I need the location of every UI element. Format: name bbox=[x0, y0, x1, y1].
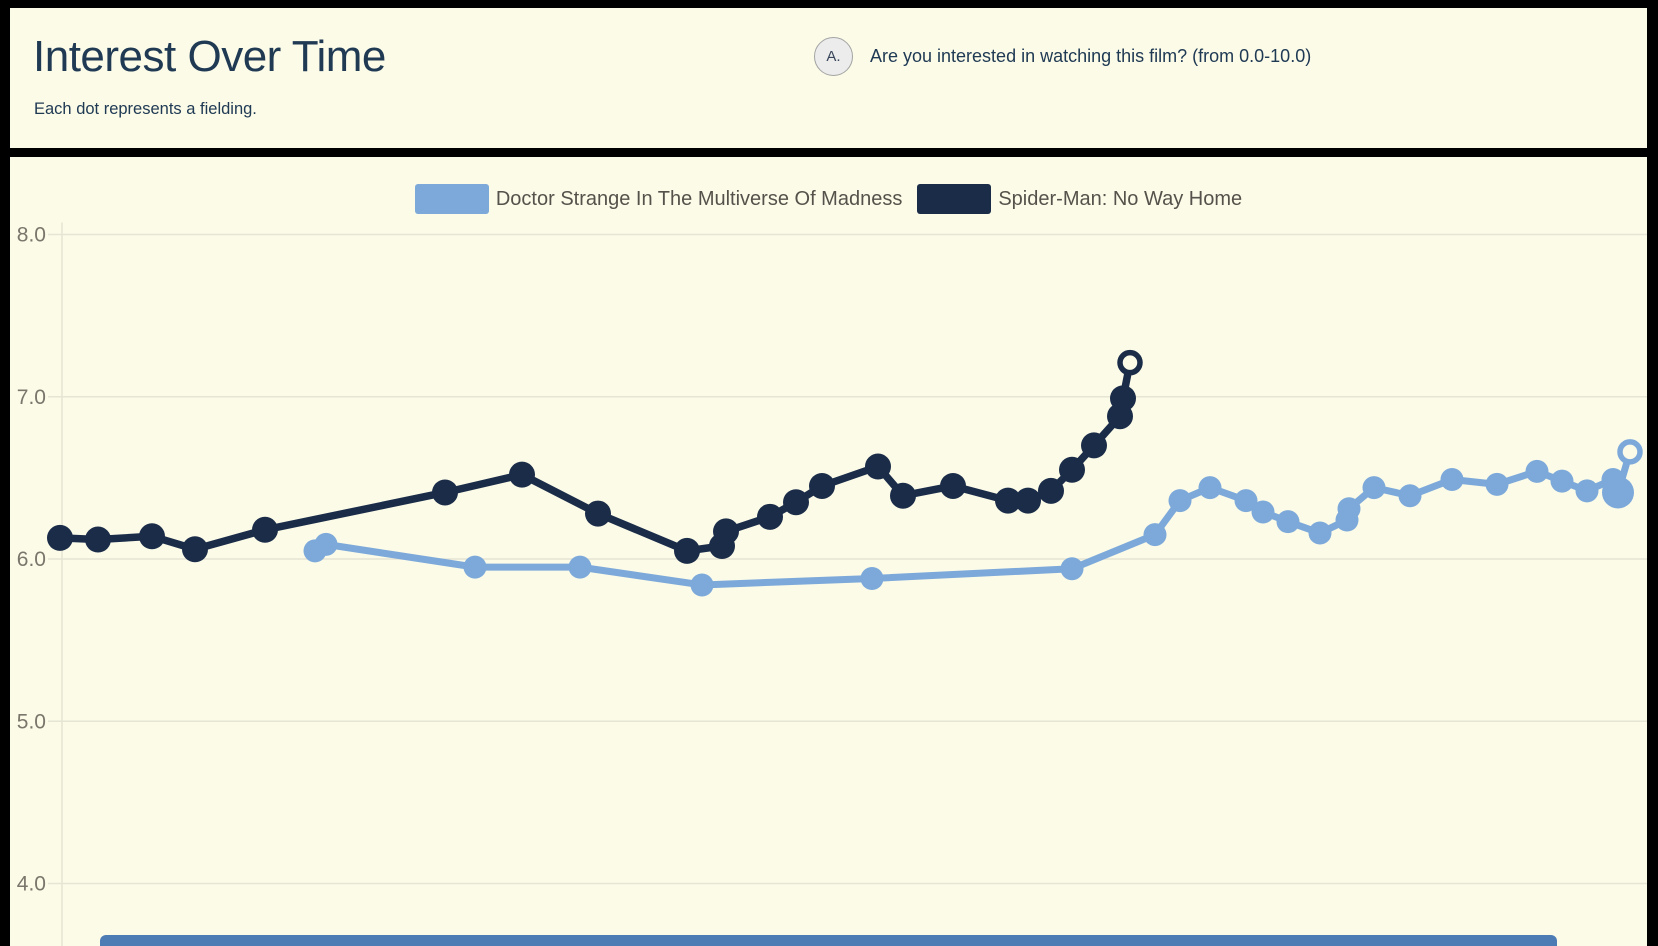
data-point[interactable] bbox=[1198, 476, 1222, 500]
data-point[interactable] bbox=[1060, 557, 1084, 581]
chart-svg: 8.0 7.0 6.0 5.0 4.0 bbox=[17, 222, 1647, 946]
data-point[interactable] bbox=[1602, 476, 1634, 509]
data-point[interactable] bbox=[1550, 469, 1574, 493]
data-point[interactable] bbox=[1234, 489, 1258, 513]
data-point[interactable] bbox=[252, 516, 278, 543]
data-point[interactable] bbox=[1398, 484, 1422, 508]
legend-swatch bbox=[917, 184, 992, 214]
data-point[interactable] bbox=[1362, 476, 1386, 500]
page-subtitle: Each dot represents a fielding. bbox=[34, 100, 257, 118]
series-0 bbox=[303, 439, 1643, 597]
data-point[interactable] bbox=[1168, 489, 1192, 513]
data-point[interactable] bbox=[690, 573, 714, 597]
data-point[interactable] bbox=[509, 461, 535, 488]
data-point[interactable] bbox=[1038, 477, 1064, 504]
data-point[interactable] bbox=[809, 472, 835, 499]
data-point[interactable] bbox=[1308, 521, 1332, 545]
data-point[interactable] bbox=[865, 453, 891, 480]
legend-item-spider-man[interactable]: Spider-Man: No Way Home bbox=[917, 184, 1242, 214]
chart-header: Interest Over Time Each dot represents a… bbox=[10, 8, 1647, 148]
y-tick-label: 4.0 bbox=[17, 873, 46, 896]
chart-area: 8.0 7.0 6.0 5.0 4.0 Doctor Strange In The Mu… bbox=[10, 157, 1647, 946]
data-point[interactable] bbox=[85, 526, 111, 553]
data-point[interactable] bbox=[1276, 510, 1300, 534]
data-point[interactable] bbox=[139, 523, 165, 550]
gridlines bbox=[48, 222, 1647, 946]
question-badge: A. bbox=[814, 37, 853, 76]
data-point[interactable] bbox=[783, 489, 809, 516]
data-point[interactable] bbox=[585, 500, 611, 527]
data-point[interactable] bbox=[1525, 459, 1549, 483]
data-point[interactable] bbox=[713, 518, 739, 545]
data-point[interactable] bbox=[568, 555, 592, 579]
data-point[interactable] bbox=[47, 524, 73, 551]
legend-label: Doctor Strange In The Multiverse Of Madn… bbox=[495, 187, 903, 210]
page-title: Interest Over Time bbox=[33, 32, 386, 81]
chart-legend: Doctor Strange In The Multiverse Of Madn… bbox=[10, 184, 1647, 214]
data-point[interactable] bbox=[1440, 467, 1464, 491]
data-point[interactable] bbox=[1251, 500, 1275, 524]
data-point[interactable] bbox=[1015, 487, 1041, 514]
y-tick-label: 6.0 bbox=[17, 548, 46, 571]
y-tick-label: 8.0 bbox=[17, 224, 46, 247]
data-point[interactable] bbox=[314, 532, 338, 556]
legend-swatch bbox=[414, 184, 489, 214]
data-point[interactable] bbox=[890, 482, 916, 509]
data-point-hollow[interactable] bbox=[1117, 349, 1143, 376]
series-1 bbox=[47, 349, 1143, 564]
data-point[interactable] bbox=[940, 472, 966, 499]
data-point[interactable] bbox=[1059, 456, 1085, 483]
data-point[interactable] bbox=[860, 566, 884, 590]
data-point[interactable] bbox=[1143, 523, 1167, 547]
legend-label: Spider-Man: No Way Home bbox=[998, 187, 1243, 210]
data-point[interactable] bbox=[674, 537, 700, 564]
y-tick-label: 7.0 bbox=[17, 386, 46, 409]
data-point[interactable] bbox=[995, 487, 1021, 514]
data-point[interactable] bbox=[1110, 385, 1136, 412]
y-axis-labels: 8.0 7.0 6.0 5.0 4.0 bbox=[17, 224, 46, 896]
legend-item-doctor-strange[interactable]: Doctor Strange In The Multiverse Of Madn… bbox=[414, 184, 903, 214]
data-point[interactable] bbox=[1575, 479, 1599, 503]
data-point[interactable] bbox=[757, 503, 783, 530]
question-text: Are you interested in watching this film… bbox=[870, 46, 1312, 66]
data-point-hollow[interactable] bbox=[1617, 439, 1643, 465]
y-tick-label: 5.0 bbox=[17, 710, 46, 733]
data-point[interactable] bbox=[1337, 497, 1361, 521]
next-section-bar bbox=[100, 935, 1557, 946]
data-point[interactable] bbox=[463, 555, 487, 579]
data-point[interactable] bbox=[1485, 472, 1509, 496]
data-point[interactable] bbox=[1081, 432, 1107, 459]
data-point[interactable] bbox=[182, 536, 208, 563]
section-divider bbox=[10, 148, 1647, 157]
data-point[interactable] bbox=[432, 479, 458, 506]
question-row: A. Are you interested in watching this f… bbox=[814, 37, 1311, 76]
